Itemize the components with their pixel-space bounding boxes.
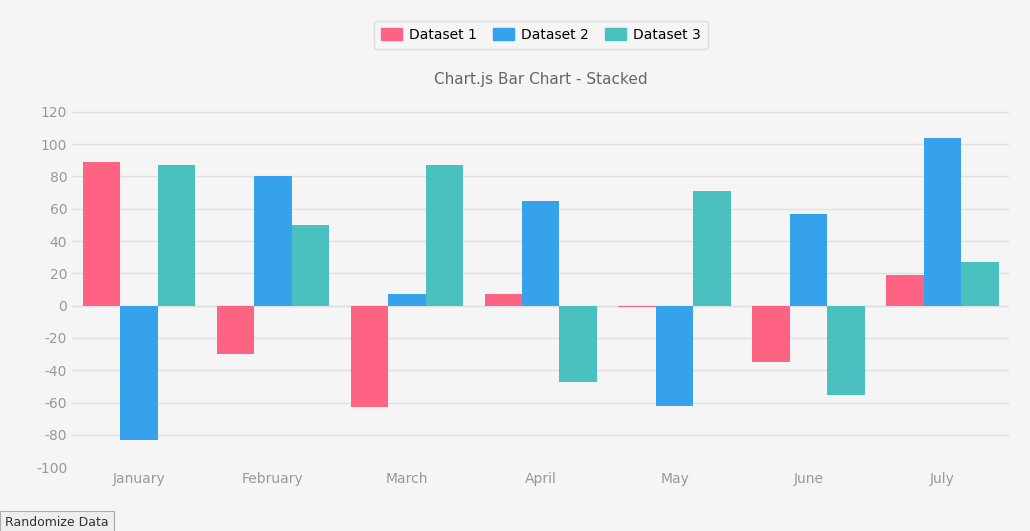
Legend: Dataset 1, Dataset 2, Dataset 3: Dataset 1, Dataset 2, Dataset 3 bbox=[374, 21, 708, 49]
Bar bbox=[618, 306, 656, 307]
Bar bbox=[693, 191, 731, 306]
Bar bbox=[158, 165, 196, 306]
Bar bbox=[827, 306, 865, 395]
Bar bbox=[559, 306, 597, 382]
Bar bbox=[886, 275, 924, 306]
Bar bbox=[82, 162, 121, 306]
Bar bbox=[291, 225, 330, 306]
Bar bbox=[790, 213, 827, 306]
Bar bbox=[961, 262, 999, 306]
Bar bbox=[484, 294, 522, 306]
Bar bbox=[752, 306, 790, 362]
Bar bbox=[121, 306, 158, 440]
Bar bbox=[254, 176, 291, 306]
Bar bbox=[924, 138, 961, 306]
Text: Randomize Data: Randomize Data bbox=[5, 516, 109, 529]
Bar bbox=[656, 306, 693, 406]
Bar bbox=[425, 165, 464, 306]
Bar bbox=[522, 201, 559, 306]
Bar bbox=[350, 306, 388, 407]
Bar bbox=[216, 306, 254, 354]
Bar bbox=[388, 294, 425, 306]
Title: Chart.js Bar Chart - Stacked: Chart.js Bar Chart - Stacked bbox=[434, 72, 648, 88]
